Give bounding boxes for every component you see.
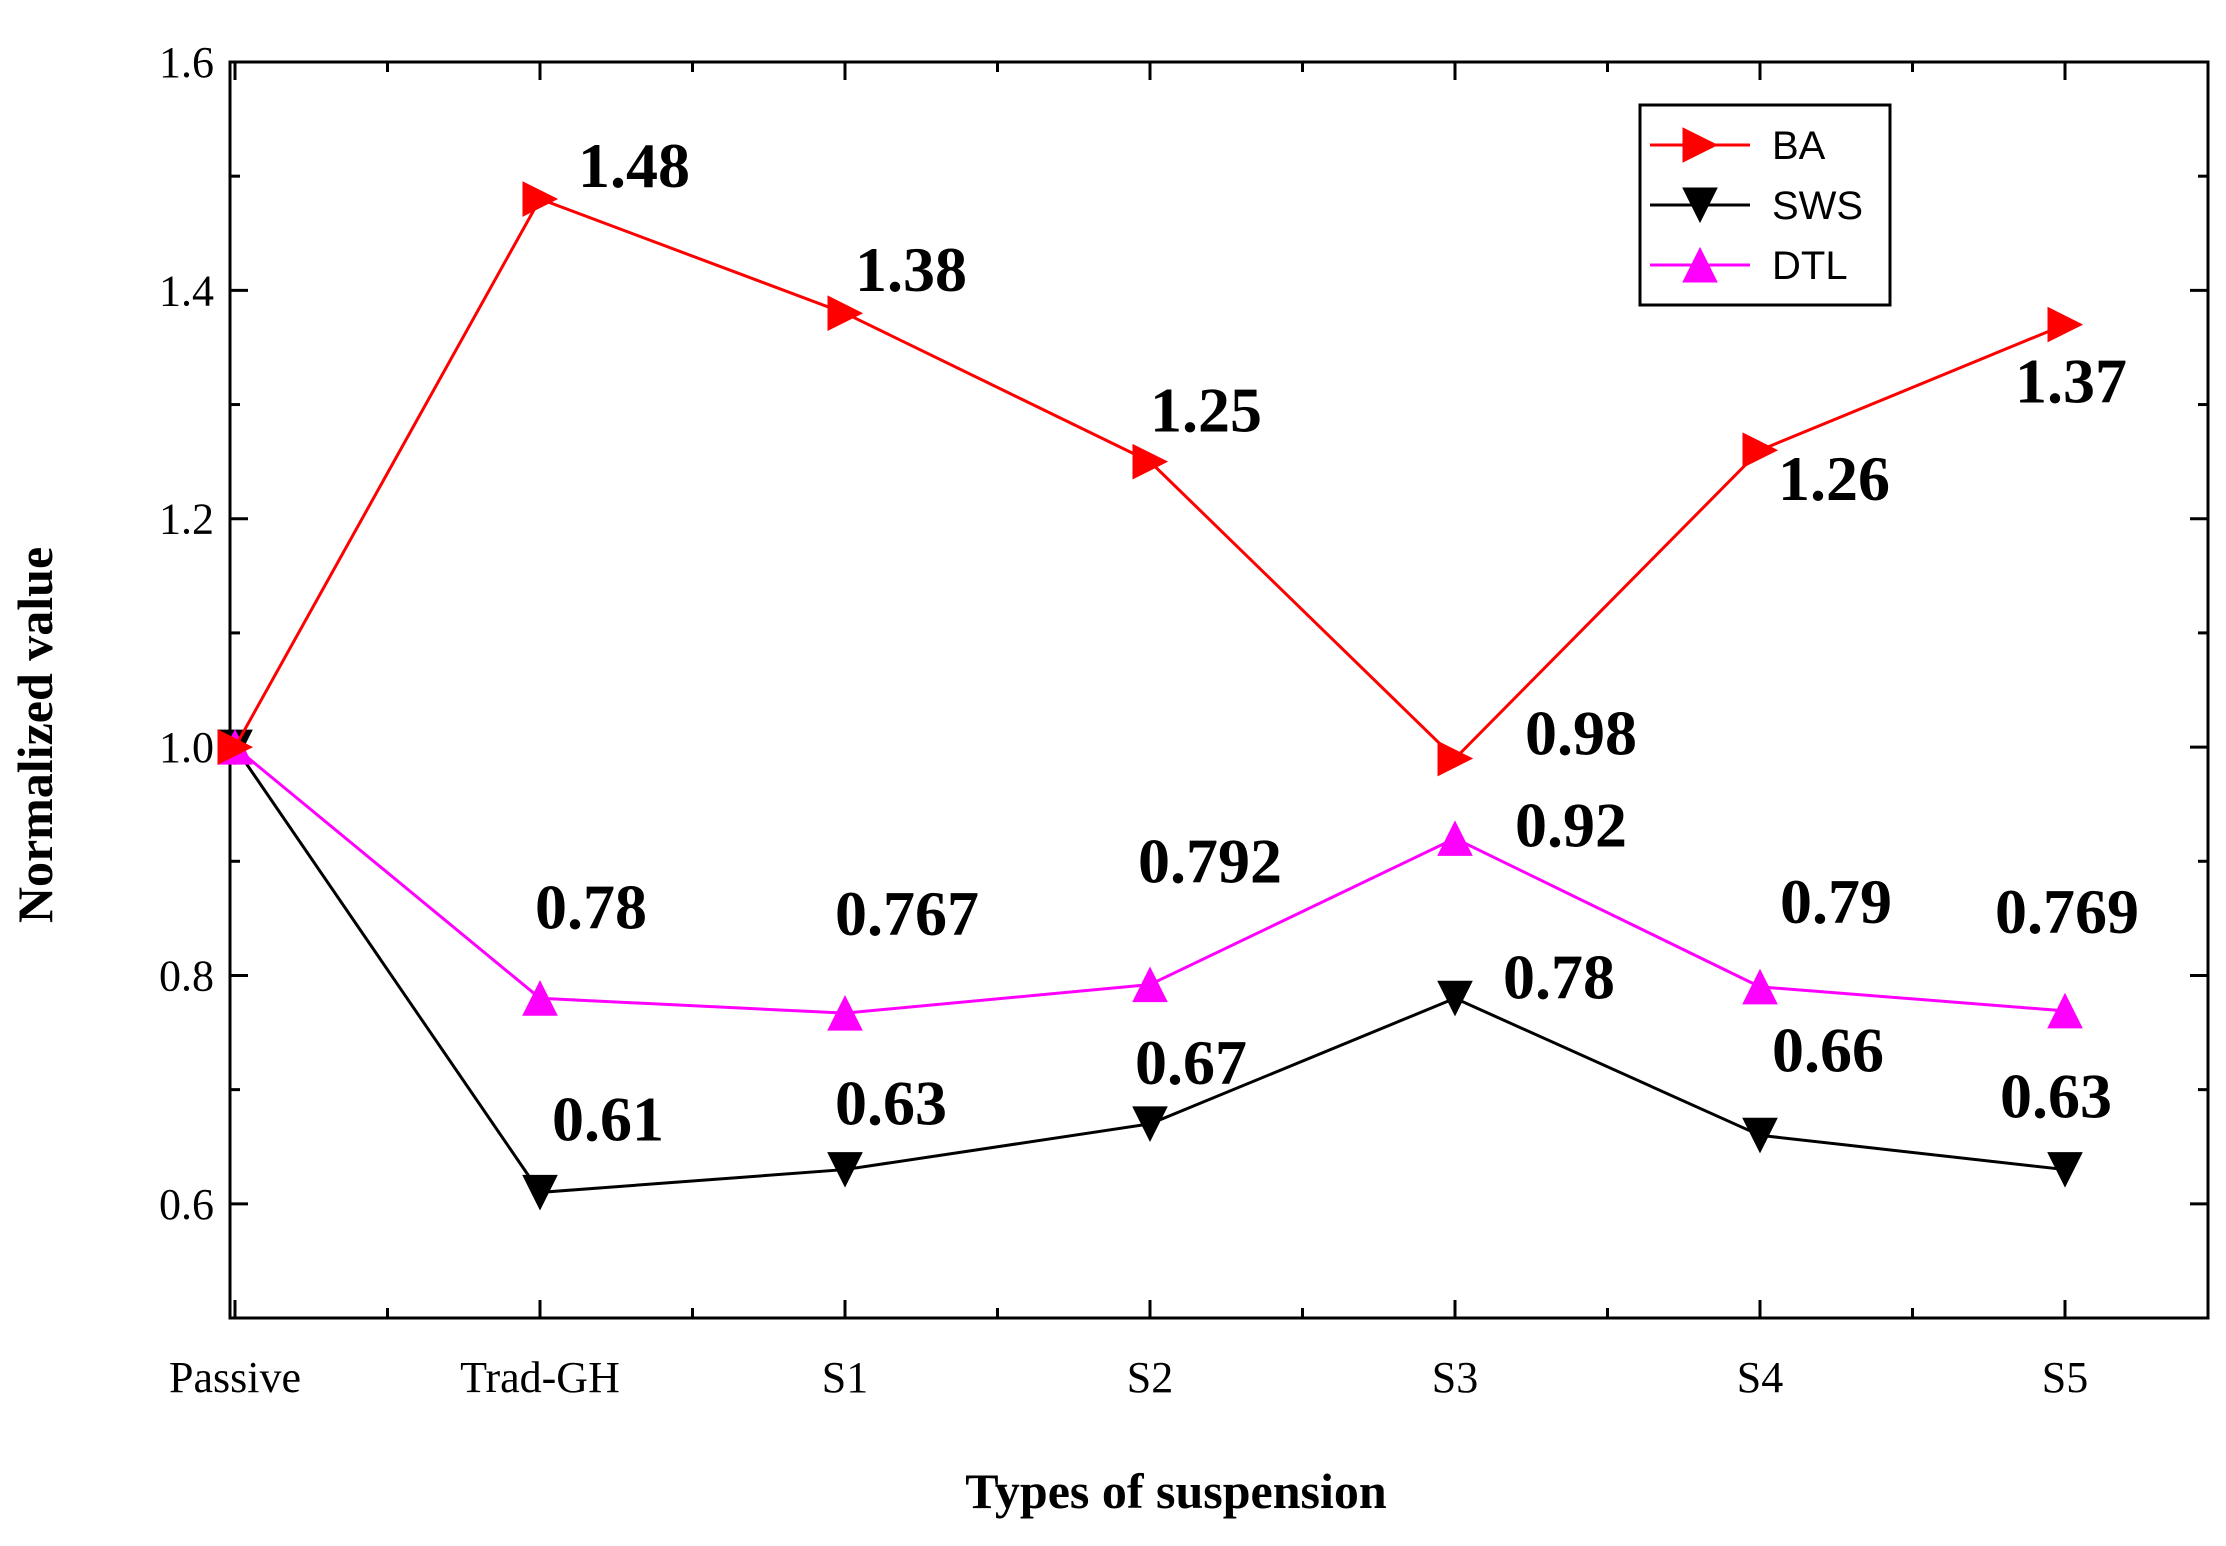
y-tick-label: 1.4: [159, 266, 214, 315]
legend-label-sws: SWS: [1772, 184, 1863, 228]
x-tick-label: S5: [2042, 1353, 2088, 1402]
x-tick-label: Trad-GH: [460, 1353, 620, 1402]
data-label-dtl: 0.78: [535, 871, 647, 942]
marker-ba: [1437, 740, 1474, 777]
marker-dtl: [1742, 968, 1778, 1005]
marker-sws: [1132, 1106, 1168, 1143]
data-label-sws: 0.61: [552, 1083, 664, 1154]
marker-dtl: [522, 980, 558, 1016]
data-label-dtl: 0.769: [1995, 876, 2139, 947]
marker-dtl: [1437, 820, 1473, 856]
x-tick-label: S4: [1737, 1353, 1783, 1402]
data-label-sws: 0.67: [1135, 1027, 1247, 1098]
marker-dtl: [2047, 992, 2083, 1029]
marker-sws: [827, 1152, 863, 1188]
x-axis-title: Types of suspension: [965, 1463, 1387, 1519]
marker-sws: [2047, 1152, 2083, 1188]
legend-marker-sws: [1682, 187, 1718, 224]
data-label-sws: 0.63: [835, 1068, 947, 1139]
data-label-dtl: 0.79: [1780, 866, 1892, 937]
y-tick-label: 0.8: [159, 951, 214, 1000]
marker-sws: [1437, 980, 1473, 1017]
marker-ba: [1742, 432, 1779, 469]
y-tick-label: 1.6: [159, 38, 214, 87]
legend-marker-ba: [1682, 127, 1719, 163]
marker-dtl: [1132, 966, 1168, 1003]
data-label-ba: 1.48: [578, 130, 690, 201]
data-label-ba: 1.38: [855, 234, 967, 305]
data-label-ba: 0.98: [1525, 698, 1637, 769]
y-tick-label: 0.6: [159, 1180, 214, 1229]
x-tick-label: S3: [1432, 1353, 1478, 1402]
data-label-sws: 0.63: [2000, 1061, 2112, 1132]
y-tick-label: 1.0: [159, 723, 214, 772]
data-label-dtl: 0.92: [1515, 789, 1627, 860]
data-label-dtl: 0.792: [1138, 826, 1282, 897]
marker-sws: [522, 1174, 558, 1211]
marker-ba: [2047, 306, 2084, 343]
x-tick-label: S2: [1127, 1353, 1173, 1402]
x-tick-label: S1: [822, 1353, 868, 1402]
marker-sws: [1742, 1117, 1778, 1154]
data-label-dtl: 0.767: [835, 878, 979, 949]
y-axis-title: Normalized value: [7, 547, 63, 923]
y-tick-label: 1.2: [159, 495, 214, 544]
x-tick-label: Passive: [169, 1353, 301, 1402]
data-label-ba: 1.37: [2015, 346, 2127, 417]
legend-label-ba: BA: [1772, 124, 1826, 168]
legend: BA SWS DTL: [1638, 103, 1892, 307]
data-label-sws: 0.66: [1772, 1014, 1884, 1085]
marker-ba: [1132, 443, 1169, 480]
marker-ba: [827, 295, 864, 332]
data-label-sws: 0.78: [1503, 941, 1615, 1012]
marker-dtl: [827, 995, 863, 1031]
legend-label-dtl: DTL: [1772, 244, 1848, 288]
plot-frame: [228, 60, 2210, 1320]
data-label-ba: 1.25: [1150, 375, 1262, 446]
marker-ba: [522, 181, 559, 217]
legend-marker-dtl: [1682, 246, 1718, 283]
marker-ba: [217, 729, 254, 765]
data-label-ba: 1.26: [1778, 443, 1890, 514]
